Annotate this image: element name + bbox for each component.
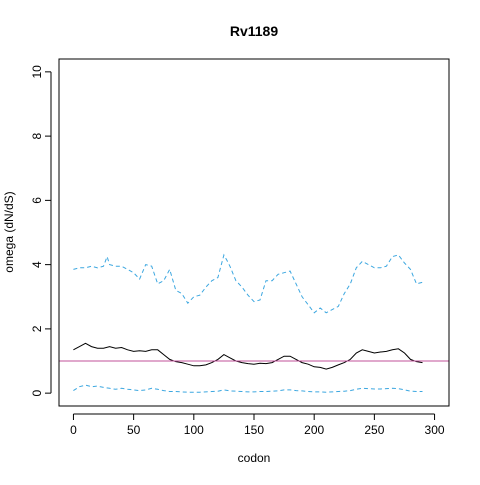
chart-title: Rv1189 <box>230 23 278 39</box>
y-tick-label: 0 <box>30 389 44 396</box>
plot-frame <box>58 58 450 407</box>
y-axis-label: omega (dN/dS) <box>2 191 16 272</box>
x-tick-label: 300 <box>425 423 445 437</box>
y-tick-label: 8 <box>30 132 44 139</box>
y-tick-label: 10 <box>30 65 44 79</box>
x-tick-label: 200 <box>304 423 324 437</box>
upper-bound-line <box>73 253 423 314</box>
y-tick-label: 2 <box>30 325 44 332</box>
x-tick-label: 0 <box>70 423 77 437</box>
series-layer <box>59 253 449 393</box>
x-axis: 0 50 100 150 200 250 300 <box>70 413 445 437</box>
x-tick-label: 50 <box>127 423 141 437</box>
y-axis: 0 2 4 6 8 10 <box>30 65 52 396</box>
x-tick-label: 250 <box>364 423 384 437</box>
x-axis-label: codon <box>238 451 271 465</box>
x-tick-label: 100 <box>184 423 204 437</box>
omega-estimate-line <box>73 342 423 370</box>
y-tick-label: 4 <box>30 261 44 268</box>
x-tick-label: 150 <box>244 423 264 437</box>
lower-bound-line <box>73 384 423 393</box>
y-tick-label: 6 <box>30 197 44 204</box>
